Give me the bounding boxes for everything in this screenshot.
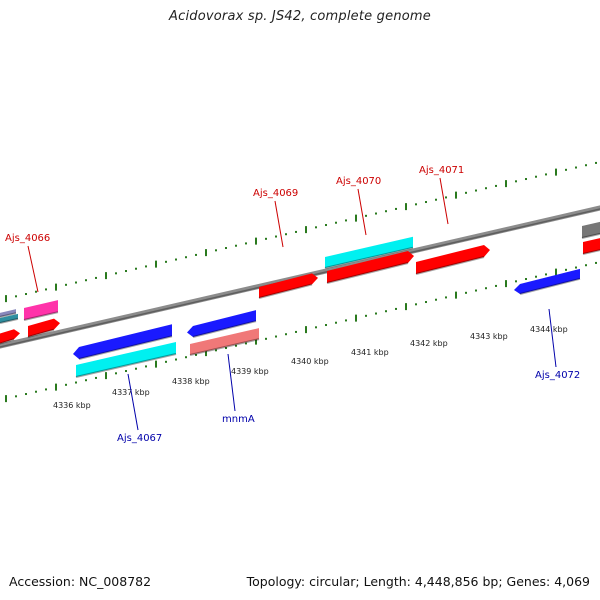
gene-arrow-ajs-4071 bbox=[416, 244, 490, 274]
gene-label-ajs-4066: Ajs_4066 bbox=[5, 233, 50, 244]
gene-arrow-ajs-4069 bbox=[259, 273, 318, 298]
gene-arrow-blue-mid-shade bbox=[192, 320, 257, 338]
accession-text: Accession: NC_008782 bbox=[9, 574, 152, 589]
gene-box-magenta bbox=[24, 300, 58, 320]
gene-label-leader-ajs-4071 bbox=[439, 177, 449, 225]
gene-label-ajs-4072: Ajs_4072 bbox=[535, 370, 580, 381]
gene-arrow-ajs-4070 bbox=[327, 250, 414, 283]
gene-layer bbox=[0, 221, 600, 378]
genome-summary-text: Topology: circular; Length: 4,448,856 bp… bbox=[246, 574, 590, 589]
gene-box-lilac-edge bbox=[0, 309, 16, 317]
gene-label-leader-ajs-4072 bbox=[548, 308, 557, 368]
gene-arrow-ajs-4072-shade bbox=[519, 277, 581, 295]
scale-label: 4338 kbp bbox=[172, 377, 210, 386]
gene-box-grey bbox=[582, 221, 600, 238]
gene-label-ajs-4067: Ajs_4067 bbox=[117, 433, 162, 444]
gene-arrow-left-edge-shade bbox=[0, 338, 15, 345]
map-title: Acidovorax sp. JS42, complete genome bbox=[169, 9, 431, 24]
gene-box-magenta-shade bbox=[23, 311, 59, 321]
gene-label-ajs-4071: Ajs_4071 bbox=[419, 165, 464, 176]
gene-arrow-ajs-4067 bbox=[73, 324, 172, 359]
gene-box-red-right-shade bbox=[582, 249, 600, 255]
gene-arrow-ajs-4071-shade bbox=[415, 256, 485, 275]
gene-box-cyan-upper bbox=[325, 236, 413, 268]
gene-box-mnma bbox=[190, 328, 259, 355]
label-layer: Ajs_4066 Ajs_4069 Ajs_4070 Ajs_4071 Ajs_4067… bbox=[5, 165, 580, 444]
gene-box-teal-edge bbox=[0, 313, 18, 323]
gene-arrow-blue-mid bbox=[187, 310, 256, 337]
gene-label-leader-ajs-4069 bbox=[274, 200, 284, 248]
gene-arrow-ajs-4070-shade bbox=[326, 262, 409, 284]
gene-arrow-ajs-4067-shade bbox=[78, 335, 173, 360]
gene-box-mnma-shade bbox=[189, 338, 260, 356]
scale-label: 4343 kbp bbox=[470, 332, 508, 341]
gene-box-red-right bbox=[583, 238, 600, 254]
gene-label-leader-ajs-4066 bbox=[27, 245, 39, 293]
scale-label: 4341 kbp bbox=[351, 348, 389, 357]
gene-label-leader-ajs-4070 bbox=[357, 188, 367, 236]
gene-box-cyan-lower bbox=[76, 342, 176, 377]
scale-label: 4340 kbp bbox=[291, 357, 329, 366]
gene-label-leader-ajs-4067 bbox=[127, 373, 139, 431]
gene-box-lilac-edge-shade bbox=[0, 312, 17, 318]
scale-label: 4339 kbp bbox=[231, 367, 269, 376]
gene-label-ajs-4069: Ajs_4069 bbox=[253, 188, 298, 199]
gene-box-grey-shade bbox=[581, 232, 600, 239]
scale-label: 4336 kbp bbox=[53, 401, 91, 410]
gene-box-teal-edge-shade bbox=[0, 317, 19, 324]
gene-box-cyan-upper-shade bbox=[324, 246, 414, 269]
gene-label-ajs-4070: Ajs_4070 bbox=[336, 176, 381, 187]
scale-label: 4344 kbp bbox=[530, 325, 568, 334]
gene-label-mnma: mnmA bbox=[222, 414, 255, 425]
scale-label: 4342 kbp bbox=[410, 339, 448, 348]
gene-arrow-ajs-4072 bbox=[514, 268, 580, 294]
gene-arrow-ajs-4069-shade bbox=[258, 283, 313, 299]
gene-arrow-ajs-4066-shade bbox=[27, 328, 55, 338]
gene-label-leader-mnma bbox=[227, 353, 236, 412]
gene-arrow-left-edge bbox=[0, 329, 20, 344]
gene-box-cyan-lower-shade bbox=[75, 353, 177, 378]
gene-arrow-ajs-4066 bbox=[28, 318, 60, 337]
